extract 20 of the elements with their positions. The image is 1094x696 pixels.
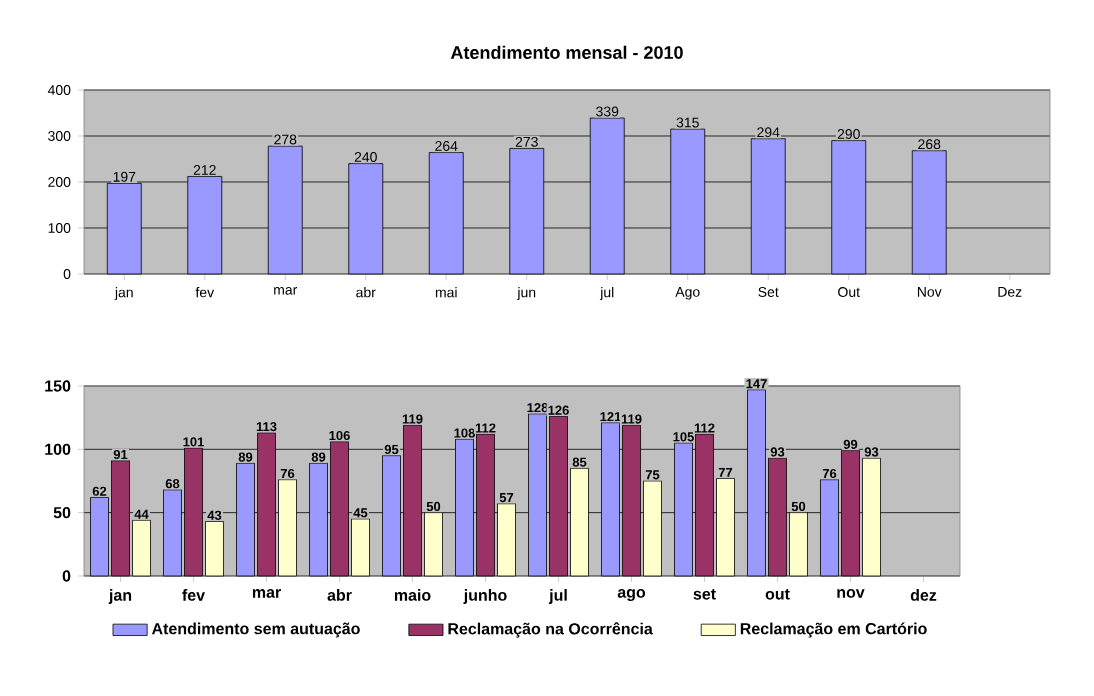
x-tick-label: out — [765, 589, 790, 600]
y-tick-label: 0 — [62, 570, 71, 582]
y-tick-label: 50 — [53, 506, 71, 519]
x-tick-label: abr — [327, 589, 352, 601]
legend-label: Reclamação em Cartório — [740, 622, 927, 638]
chart-title: Atendimento mensal - 2010 — [450, 45, 683, 59]
legend-label: Atendimento sem autuação — [151, 622, 360, 638]
x-tick-label: nov — [837, 589, 865, 598]
x-tick-label: junho — [463, 589, 507, 604]
x-tick-label: set — [693, 589, 716, 600]
y-tick-label: 150 — [45, 380, 71, 392]
x-tick-label: dez — [910, 589, 937, 601]
legend-label: Reclamação na Ocorrência — [448, 622, 653, 638]
x-tick-label: mar — [252, 589, 281, 598]
y-tick-label: 100 — [45, 443, 71, 455]
x-tick-label: maio — [394, 589, 431, 601]
x-tick-label: jan — [108, 589, 132, 604]
x-tick-label: jul — [548, 589, 567, 604]
x-tick-label: fev — [182, 589, 205, 601]
x-tick-label: ago — [617, 589, 646, 602]
